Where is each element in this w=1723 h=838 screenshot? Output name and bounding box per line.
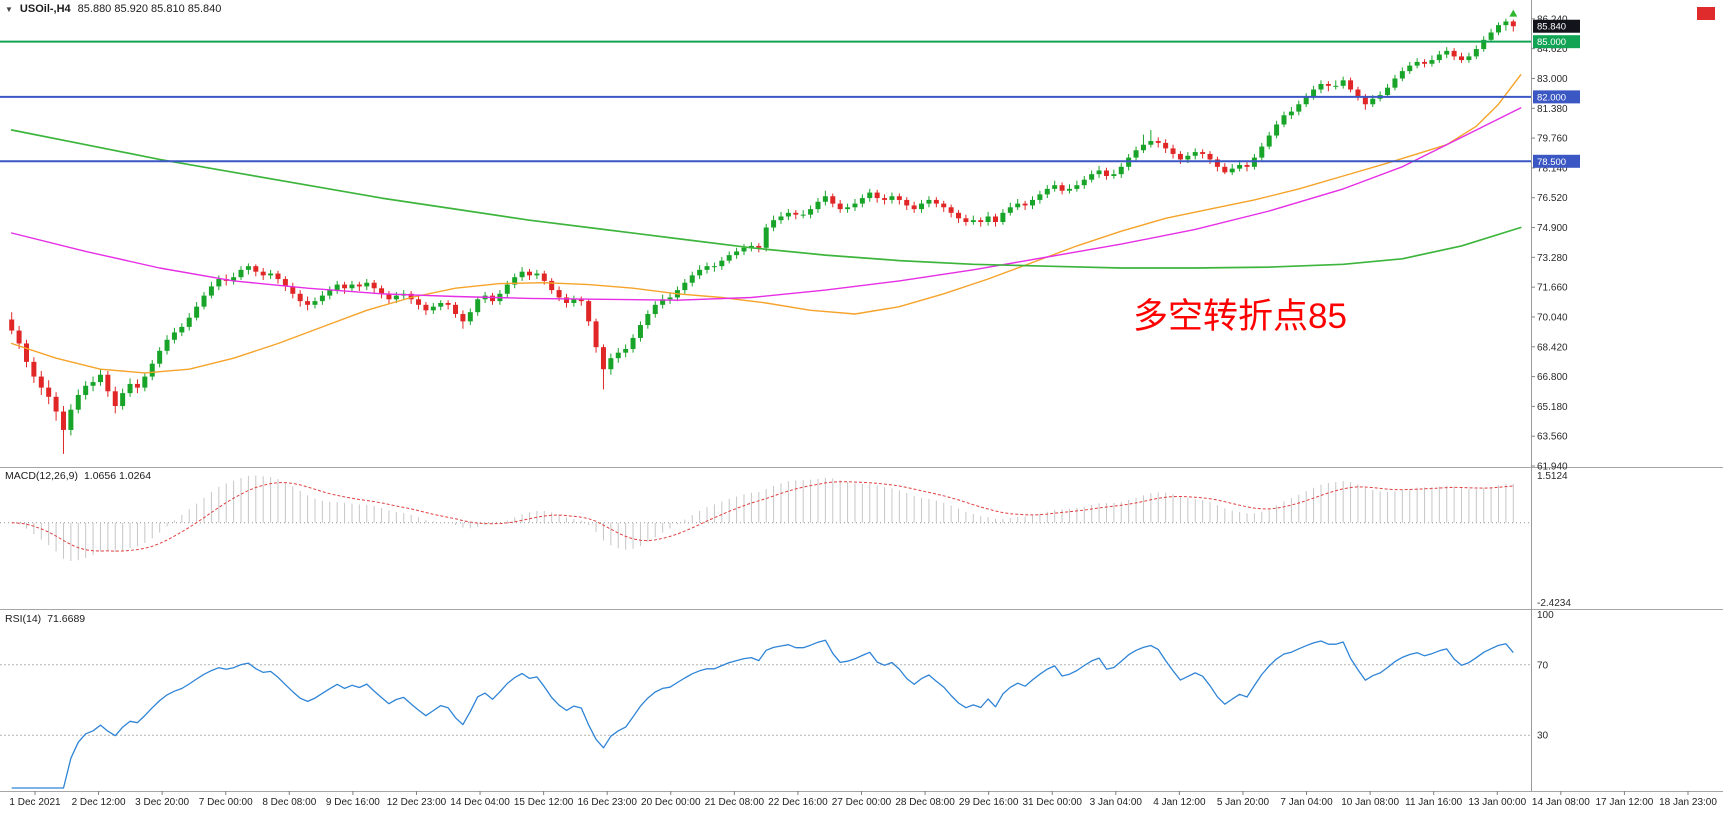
price-tick-label: 78.140 xyxy=(1537,163,1568,174)
symbol-period-label: USOil-,H4 xyxy=(19,3,71,15)
time-tick-label: 12 Dec 23:00 xyxy=(387,797,447,808)
time-tick-label: 1 Dec 2021 xyxy=(9,797,61,808)
time-tick-label: 2 Dec 12:00 xyxy=(72,797,126,808)
price-tick-label: 66.800 xyxy=(1537,372,1568,383)
rsi-name: RSI(14) xyxy=(5,613,42,625)
price-label-box xyxy=(1533,154,1580,168)
time-tick-label: 28 Dec 08:00 xyxy=(895,797,955,808)
time-tick-label: 7 Jan 04:00 xyxy=(1280,797,1333,808)
time-tick-label: 15 Dec 12:00 xyxy=(514,797,574,808)
svg-text:78.500: 78.500 xyxy=(1537,157,1566,168)
macd-name: MACD(12,26,9) xyxy=(5,470,78,482)
time-tick-label: 29 Dec 16:00 xyxy=(959,797,1019,808)
price-label-box xyxy=(1533,35,1580,49)
price-tick-label: 81.380 xyxy=(1537,104,1568,115)
price-tick-label: 74.900 xyxy=(1537,223,1568,234)
time-axis[interactable]: 1 Dec 2021 2 Dec 12:00 3 Dec 20:00 7 Dec 00… xyxy=(9,791,1717,808)
ma-fast-orange[interactable] xyxy=(11,74,1522,374)
svg-text:85.000: 85.000 xyxy=(1537,37,1566,48)
chart-title-bar: ▼ USOil-,H4 85.880 85.920 85.810 85.840 xyxy=(5,3,221,15)
price-axis[interactable]: 86.24084.62083.00081.38079.76078.14076.5… xyxy=(1531,14,1580,473)
macd-scale-max: 1.5124 xyxy=(1537,471,1568,482)
rsi-value: 71.6689 xyxy=(47,613,86,625)
symbol-dropdown-icon[interactable]: ▼ xyxy=(5,4,13,14)
price-label-box xyxy=(1533,90,1580,104)
time-tick-label: 9 Dec 16:00 xyxy=(326,797,380,808)
time-tick-label: 7 Dec 00:00 xyxy=(199,797,253,808)
chart-annotation-text[interactable]: 多空转折点85 xyxy=(1133,297,1347,336)
rsi-panel: 100 70 30 xyxy=(0,610,1554,789)
time-tick-label: 16 Dec 23:00 xyxy=(577,797,637,808)
macd-panel: 1.5124 -2.4234 xyxy=(0,471,1571,609)
time-tick-label: 13 Jan 00:00 xyxy=(1468,797,1526,808)
red-indicator xyxy=(1697,7,1715,20)
time-tick-label: 20 Dec 00:00 xyxy=(641,797,701,808)
time-tick-label: 27 Dec 00:00 xyxy=(832,797,892,808)
rsi-scale-label: 30 xyxy=(1537,731,1549,742)
price-tick-label: 63.560 xyxy=(1537,432,1568,443)
time-tick-label: 10 Jan 08:00 xyxy=(1341,797,1399,808)
svg-text:85.840: 85.840 xyxy=(1537,22,1566,33)
time-tick-label: 18 Jan 23:00 xyxy=(1659,797,1717,808)
time-tick-label: 22 Dec 16:00 xyxy=(768,797,828,808)
price-tick-label: 71.660 xyxy=(1537,283,1568,294)
rsi-scale-label: 70 xyxy=(1537,660,1549,671)
svg-text:82.000: 82.000 xyxy=(1537,92,1566,103)
rsi-indicator-label: RSI(14) 71.6689 xyxy=(5,613,85,625)
horizontal-level-lines[interactable] xyxy=(0,40,1531,163)
time-tick-label: 11 Jan 16:00 xyxy=(1405,797,1463,808)
macd-scale-min: -2.4234 xyxy=(1537,598,1571,609)
price-tick-label: 61.940 xyxy=(1537,462,1568,473)
macd-values: 1.0656 1.0264 xyxy=(83,470,152,482)
time-tick-label: 4 Jan 12:00 xyxy=(1153,797,1206,808)
up-arrow-marker[interactable] xyxy=(1509,9,1518,17)
price-tick-label: 79.760 xyxy=(1537,134,1568,145)
time-tick-label: 5 Jan 20:00 xyxy=(1217,797,1270,808)
price-tick-label: 65.180 xyxy=(1537,402,1568,413)
macd-signal-line xyxy=(11,481,1514,552)
price-tick-label: 76.520 xyxy=(1537,193,1568,204)
price-label-box xyxy=(1533,19,1580,33)
ohlc-values: 85.880 85.920 85.810 85.840 xyxy=(77,3,222,15)
price-tick-label: 70.040 xyxy=(1537,312,1568,323)
ma-mid-magenta[interactable] xyxy=(11,107,1522,301)
time-tick-label: 3 Jan 04:00 xyxy=(1090,797,1143,808)
ma-slow-green[interactable] xyxy=(10,129,1522,269)
time-tick-label: 14 Jan 08:00 xyxy=(1532,797,1590,808)
time-tick-label: 31 Dec 00:00 xyxy=(1022,797,1082,808)
rsi-line xyxy=(11,639,1514,789)
candles-layer[interactable] xyxy=(9,18,1516,454)
macd-histogram xyxy=(18,475,1514,561)
price-tick-label: 68.420 xyxy=(1537,342,1568,353)
time-tick-label: 21 Dec 08:00 xyxy=(705,797,765,808)
time-tick-label: 14 Dec 04:00 xyxy=(450,797,510,808)
time-tick-label: 8 Dec 08:00 xyxy=(262,797,316,808)
time-tick-label: 17 Jan 12:00 xyxy=(1596,797,1654,808)
price-tick-label: 83.000 xyxy=(1537,74,1568,85)
moving-average-lines[interactable] xyxy=(10,74,1522,374)
price-tick-label: 84.620 xyxy=(1537,44,1568,55)
price-tick-label: 73.280 xyxy=(1537,253,1568,264)
macd-indicator-label: MACD(12,26,9) 1.0656 1.0264 xyxy=(5,470,151,482)
time-tick-label: 3 Dec 20:00 xyxy=(135,797,189,808)
axis-frame xyxy=(0,0,1723,792)
rsi-scale-label: 100 xyxy=(1537,610,1554,621)
